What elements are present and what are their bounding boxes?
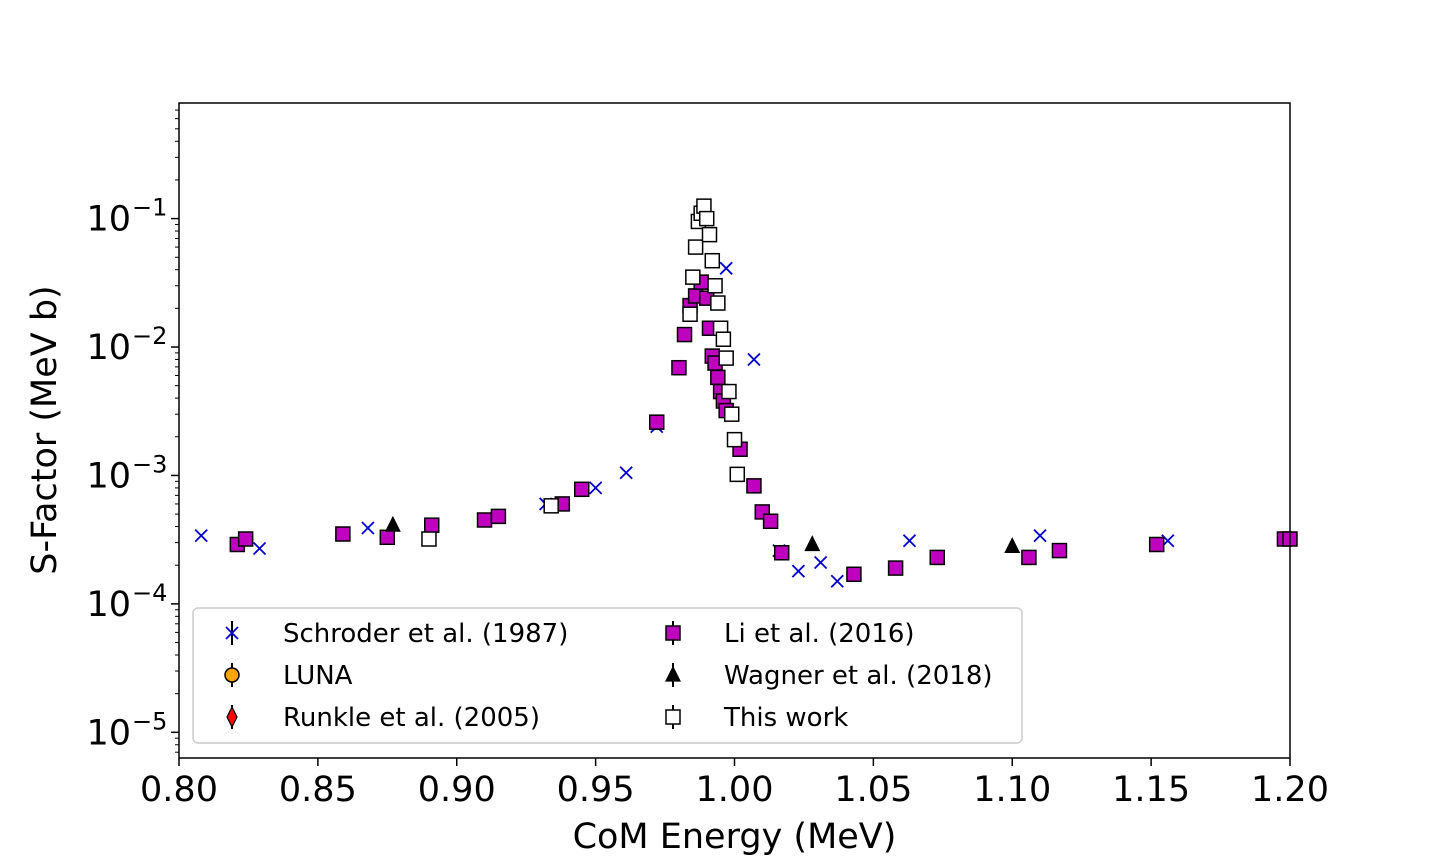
legend-marker: [665, 621, 681, 645]
y-tick-exponent: −5: [132, 707, 167, 735]
data-point-square-s3: [710, 369, 726, 386]
data-point-square-s5: [421, 531, 437, 547]
data-point-square-s5: [543, 498, 559, 514]
x-axis: 0.80 0.85 0.90 0.95 1.00 1.05 1.10 1.15 1.20: [140, 758, 1329, 810]
data-point-square-s5: [710, 295, 726, 311]
data-point-square-s5: [729, 466, 746, 483]
data-point-square-s5: [704, 252, 721, 269]
data-point-x-s0: [619, 466, 633, 480]
x-tick-label: 0.80: [140, 770, 218, 810]
data-point-x-s0: [719, 261, 733, 275]
data-point-square-s5: [715, 331, 732, 347]
data-point-triangle-s4: [1004, 537, 1021, 554]
data-markers: [194, 198, 1298, 588]
y-tick-label: 10: [86, 456, 131, 496]
y-tick-exponent: −2: [132, 322, 167, 350]
data-point-square-s3: [335, 526, 351, 542]
data-point-triangle-s4: [384, 515, 401, 532]
data-point-x-s0: [902, 534, 917, 548]
legend-label: Li et al. (2016): [724, 619, 915, 649]
data-point-x-s0: [791, 564, 806, 578]
legend-label: Wagner et al. (2018): [724, 661, 993, 691]
x-tick-label: 0.85: [279, 770, 357, 810]
data-point-x-s0: [252, 541, 267, 556]
x-tick-label: 1.00: [696, 770, 774, 810]
data-point-square-s3: [671, 359, 687, 376]
x-tick-label: 0.95: [557, 770, 635, 810]
x-tick-label: 0.90: [418, 770, 496, 810]
data-point-square-s3: [573, 481, 590, 498]
data-point-square-s5: [682, 306, 698, 322]
data-point-x-s0: [813, 555, 828, 570]
data-point-x-s0: [361, 521, 375, 535]
x-tick-label: 1.20: [1251, 770, 1329, 810]
data-point-square-s3: [379, 529, 396, 546]
legend-marker: [665, 705, 681, 729]
data-point-square-s3: [424, 517, 440, 533]
data-point-square-s5: [718, 350, 734, 366]
data-point-square-s3: [648, 414, 665, 430]
data-point-square-s3: [237, 531, 254, 547]
data-point-square-s3: [746, 478, 762, 494]
data-point-square-s5: [687, 239, 704, 255]
legend-marker: [226, 705, 238, 729]
legend: Schroder et al. (1987) LUNA Runkle et al. …: [192, 607, 1023, 744]
data-point-square-s3: [476, 512, 493, 528]
data-point-square-s3: [846, 566, 862, 583]
data-point-square-s3: [490, 508, 507, 525]
legend-marker: [225, 621, 239, 645]
y-axis: 10−110−210−310−410−5: [86, 109, 179, 753]
data-point-x-s0: [747, 352, 761, 367]
y-tick-label: 10: [86, 328, 131, 368]
y-tick-label: 10: [86, 585, 131, 625]
data-point-square-s3: [1148, 536, 1165, 553]
legend-marker: [224, 663, 240, 687]
data-point-x-s0: [830, 574, 844, 588]
data-point-square-s3: [929, 549, 946, 566]
data-point-x-s0: [1033, 528, 1047, 543]
data-point-square-s3: [762, 513, 779, 529]
y-tick-exponent: −4: [132, 579, 167, 607]
y-tick-label: 10: [86, 713, 131, 753]
data-point-triangle-s4: [804, 535, 821, 552]
y-tick-exponent: −3: [132, 450, 167, 478]
data-point-square-s5: [723, 406, 740, 422]
legend-label: LUNA: [283, 661, 353, 691]
data-point-square-s5: [701, 226, 718, 243]
y-tick-label: 10: [86, 200, 131, 240]
y-axis-label: S-Factor (MeV b): [25, 285, 65, 574]
data-point-square-s5: [685, 269, 701, 285]
data-point-square-s3: [773, 545, 790, 561]
legend-box: [192, 607, 1023, 744]
legend-marker: [665, 663, 681, 687]
legend-label: This work: [723, 703, 848, 733]
x-tick-label: 1.15: [1112, 770, 1190, 810]
legend-label: Runkle et al. (2005): [283, 703, 540, 733]
data-point-square-s5: [707, 277, 723, 294]
x-tick-label: 1.05: [834, 770, 912, 810]
x-axis-label: CoM Energy (MeV): [573, 817, 897, 857]
data-point-square-s3: [1021, 549, 1037, 566]
legend-label: Schroder et al. (1987): [283, 619, 568, 649]
data-point-square-s3: [1051, 542, 1068, 559]
data-point-x-s0: [194, 528, 208, 543]
data-point-square-s3: [887, 560, 904, 576]
data-point-square-s5: [721, 383, 737, 400]
data-point-square-s5: [698, 210, 715, 227]
data-point-square-s3: [676, 326, 693, 343]
x-tick-label: 1.10: [973, 770, 1051, 810]
data-point-square-s5: [726, 431, 743, 448]
data-point-x-s0: [588, 481, 603, 495]
y-tick-exponent: −1: [132, 194, 167, 222]
